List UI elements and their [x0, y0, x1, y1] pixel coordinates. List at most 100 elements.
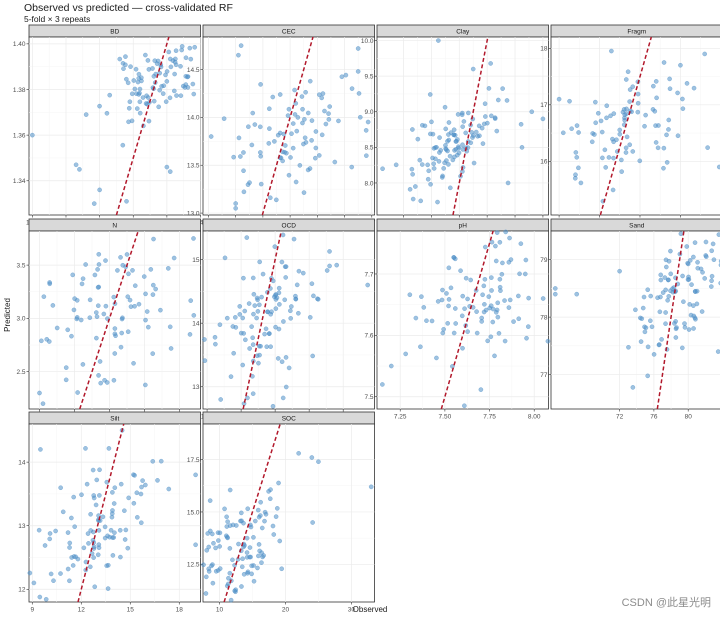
data-point [226, 575, 231, 581]
data-point [88, 511, 93, 517]
data-point [293, 179, 299, 185]
data-point [456, 144, 461, 150]
data-point [619, 169, 624, 174]
data-point [267, 496, 273, 502]
identity-line [223, 423, 281, 603]
data-point [483, 244, 488, 250]
y-tick-label: 10.0 [361, 38, 374, 45]
data-point [506, 305, 512, 310]
data-point [349, 164, 355, 170]
data-point [678, 231, 684, 237]
data-point [277, 92, 283, 97]
data-point [474, 309, 479, 314]
data-point [166, 486, 172, 492]
data-point [267, 126, 272, 131]
data-point [167, 324, 173, 330]
data-point [81, 545, 87, 551]
data-point [245, 569, 251, 575]
data-point [191, 236, 196, 241]
data-point [164, 79, 170, 84]
y-tick-label: 77 [540, 372, 548, 379]
data-point [270, 94, 276, 100]
data-point [665, 277, 671, 283]
data-point [39, 338, 44, 344]
data-point [244, 554, 250, 560]
data-point [709, 248, 715, 254]
data-point [125, 329, 131, 335]
data-point [285, 113, 291, 118]
data-point [70, 272, 76, 278]
data-point [614, 137, 619, 143]
data-point [88, 564, 93, 570]
data-point [489, 113, 494, 119]
data-point [623, 150, 629, 155]
data-point [617, 127, 623, 133]
data-point [126, 105, 132, 111]
data-point [426, 168, 432, 174]
data-point [247, 346, 252, 351]
data-point [458, 268, 463, 273]
y-tick-label: 7.5 [364, 394, 373, 401]
data-point [130, 268, 135, 273]
data-point [171, 255, 177, 261]
data-point [309, 118, 315, 123]
data-point [150, 292, 156, 297]
y-tick-label: 9.5 [364, 73, 373, 80]
y-tick-label: 14 [192, 320, 200, 327]
data-point [238, 154, 243, 159]
data-point [518, 121, 524, 127]
points-soc [201, 451, 374, 603]
x-tick-label: 7.25 [394, 414, 407, 421]
data-point [231, 154, 236, 160]
data-point [702, 51, 708, 57]
data-point [131, 472, 136, 477]
y-tick-label: 15 [192, 257, 200, 264]
data-point [150, 66, 155, 71]
data-point [624, 134, 630, 140]
data-point [67, 578, 72, 584]
data-point [277, 538, 283, 544]
data-point [441, 166, 446, 171]
data-point [603, 165, 608, 170]
data-point [444, 147, 449, 152]
data-point [574, 291, 580, 297]
data-point [593, 120, 598, 126]
panel-ph: pH 7.25 7.50 7.75 8.00 7.5 7.6 7.7 [364, 218, 551, 421]
data-point [489, 275, 494, 280]
data-point [228, 374, 234, 379]
data-point [143, 317, 148, 323]
data-point [255, 309, 261, 314]
data-point [417, 157, 423, 163]
data-point [133, 66, 139, 72]
data-point [257, 124, 263, 130]
y-tick-label: 9.0 [364, 109, 373, 116]
points-fragm [556, 48, 720, 204]
data-point [627, 87, 633, 92]
data-point [684, 244, 690, 249]
data-point [700, 270, 705, 275]
data-point [249, 571, 254, 577]
panel-label-clay: Clay [456, 29, 470, 36]
data-point [53, 528, 58, 534]
x-axis-title: Observed [353, 605, 388, 614]
data-point [650, 107, 656, 112]
points-ocd [202, 232, 370, 409]
data-point [560, 130, 566, 136]
data-point [667, 86, 673, 92]
data-point [488, 334, 494, 340]
data-point [709, 278, 714, 284]
y-tick-label: 12.5 [187, 562, 200, 569]
data-point [276, 285, 282, 291]
data-point [282, 143, 288, 148]
data-point [495, 314, 501, 320]
data-point [203, 591, 209, 596]
data-point [476, 123, 482, 129]
data-point [662, 275, 668, 280]
data-point [468, 140, 474, 146]
data-point [692, 240, 698, 245]
data-point [688, 312, 694, 318]
data-point [237, 312, 243, 317]
data-point [483, 114, 488, 119]
data-point [409, 166, 415, 172]
data-point [131, 78, 137, 83]
